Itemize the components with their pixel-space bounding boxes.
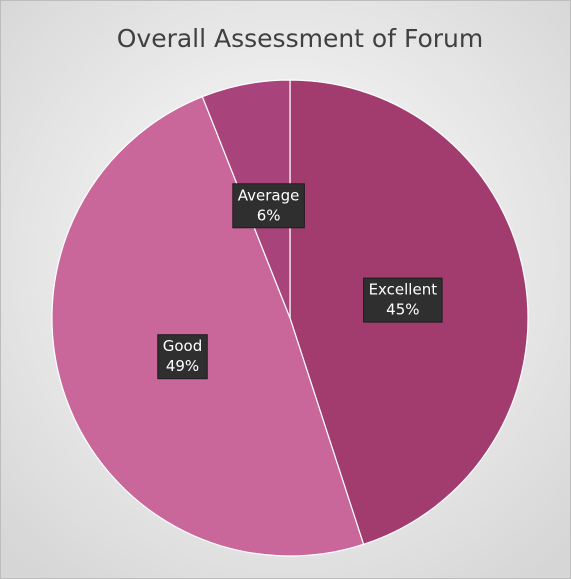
category-label: Average: [238, 186, 300, 204]
category-label: Good: [163, 337, 203, 355]
pie: [51, 79, 529, 557]
data-label: Average 6%: [232, 183, 305, 229]
pie-slice: [51, 95, 365, 557]
chart-title: Overall Assessment of Forum: [117, 24, 484, 53]
data-labels: Excellent 45% Good 49% Average 6%: [157, 183, 443, 380]
value-label: 49%: [166, 357, 199, 375]
data-label-box: [232, 183, 305, 229]
category-label: Excellent: [369, 281, 438, 299]
data-label: Good 49%: [157, 334, 208, 380]
value-label: 45%: [386, 301, 419, 319]
value-label: 6%: [257, 206, 281, 224]
data-label: Excellent 45%: [363, 277, 443, 323]
data-label-box: [363, 277, 443, 323]
data-label-box: [157, 334, 208, 380]
